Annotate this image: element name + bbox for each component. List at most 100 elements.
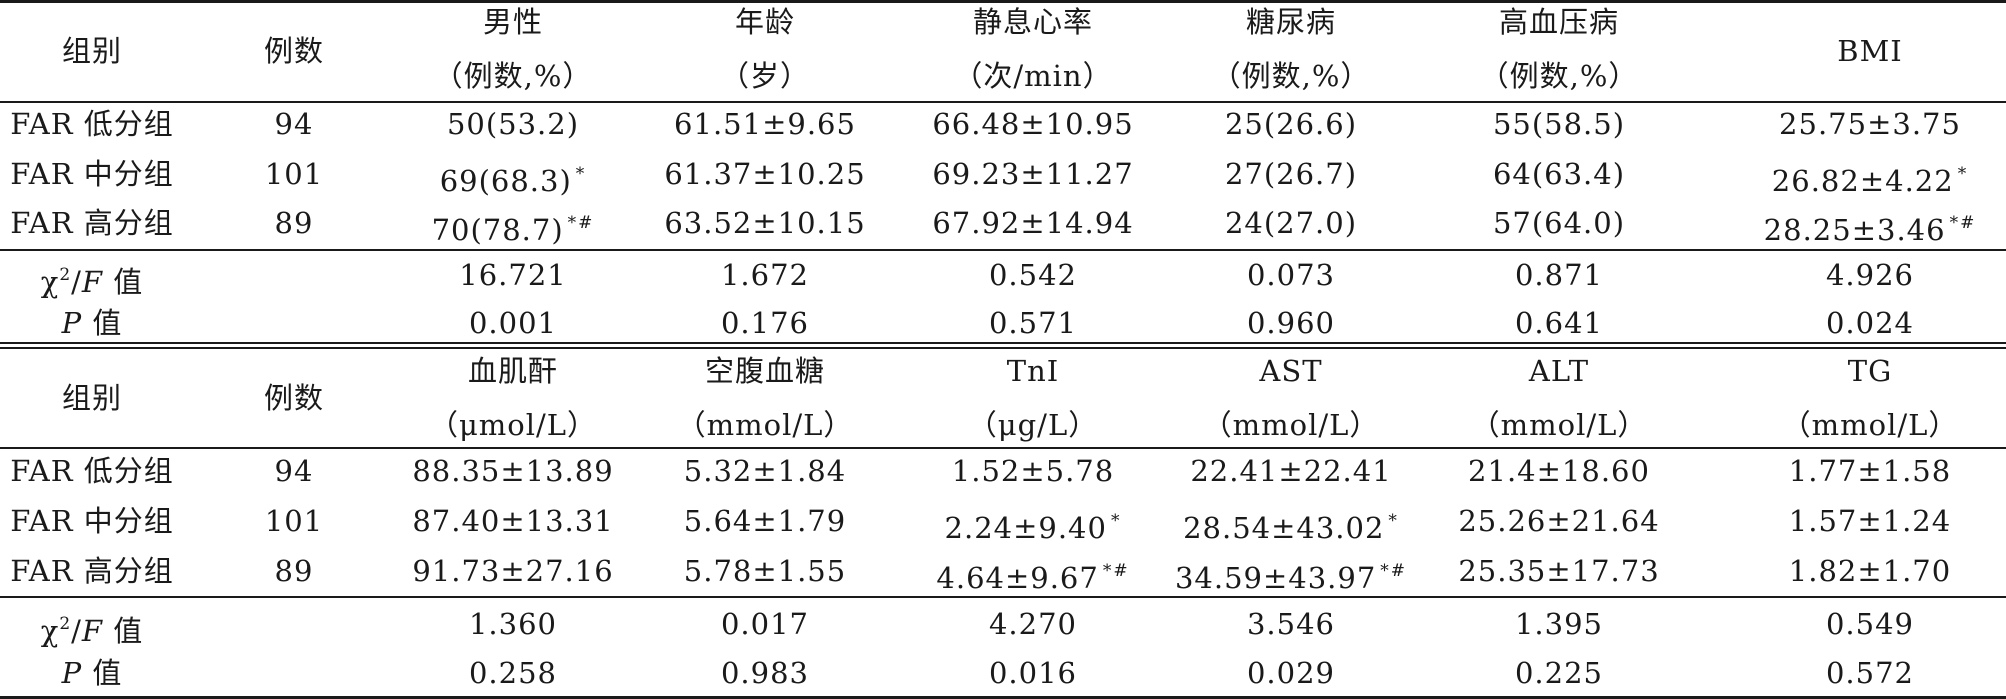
section2-header-2-line1-text: 血肌酐	[467, 354, 559, 388]
section1-row-1-col-3: 61.37±10.25	[664, 157, 865, 191]
section1-header-5-line2-text: （例数,%）	[1211, 59, 1371, 93]
section1-stat-1-col-4: 0.571	[989, 306, 1077, 340]
section1-stat-0-col-5: 0.073	[1247, 258, 1335, 292]
section1-row-1-col-5-text: 27(26.7)	[1224, 157, 1358, 191]
significance-mark: *	[1110, 511, 1122, 531]
section2-header-7-line2-text: （mmol/L）	[1781, 408, 1959, 442]
section2-row-0-col-6: 21.4±18.60	[1468, 454, 1650, 488]
section2-header-5-line2: （mmol/L）	[1203, 408, 1380, 442]
section1-row-2-col-6-text: 57(64.0)	[1492, 206, 1626, 240]
section2-stat-0-col-2-text: 1.360	[468, 607, 558, 641]
section2-stat-1-col-6: 0.225	[1515, 656, 1603, 690]
section2-row-2-col-7-text: 1.82±1.70	[1788, 554, 1952, 588]
section1-row-1-col-4: 69.23±11.27	[932, 157, 1133, 191]
section1-row-0-col-4-text: 66.48±10.95	[932, 107, 1134, 141]
section2-row-1-col-7-text: 1.57±1.24	[1788, 504, 1952, 538]
section1-stat-0-col-4-text: 0.542	[988, 258, 1078, 292]
section2-stat-0-col-4-text: 4.270	[988, 607, 1078, 641]
section1-header-4-line1-text: 静息心率	[972, 5, 1094, 39]
section2-stat-0-col-5-text: 3.546	[1246, 607, 1336, 641]
section1-row-1-col-5: 27(26.7)	[1225, 157, 1357, 191]
stat-label-tail: 值	[82, 656, 123, 690]
section1-stat-0-col-5-text: 0.073	[1246, 258, 1336, 292]
section1-row-1-col-3-text: 61.37±10.25	[664, 157, 866, 191]
section2-row-1-col-2: 87.40±13.31	[412, 504, 613, 538]
section1-row-1-col-0: FAR 中分组	[10, 157, 174, 191]
section1-header-2-line1: 男性	[483, 5, 543, 39]
section2-header-3-line2: （mmol/L）	[677, 408, 854, 442]
section1-stat-1-col-3-text: 0.176	[720, 306, 810, 340]
section2-stat-1-col-7: 0.572	[1826, 656, 1914, 690]
section2-row-2-col-3: 5.78±1.55	[684, 554, 846, 588]
section2-row-0-col-1-text: 94	[274, 454, 314, 488]
section1-row-2-col-7-text: 28.25±3.46	[1763, 213, 1946, 247]
section2-header-2-line2-text: （μmol/L）	[428, 408, 598, 442]
section2-header-0: 组别	[62, 381, 122, 415]
section2-stat-0-col-6: 1.395	[1515, 607, 1603, 641]
chi-power: 2	[59, 265, 72, 285]
section1-header-5-line1: 糖尿病	[1246, 5, 1336, 39]
section1-header-3-line1-text: 年龄	[734, 5, 796, 39]
section1-row-0-col-3-text: 61.51±9.65	[674, 107, 856, 141]
section2-row-2-col-5: 34.59±43.97 *#	[1175, 554, 1407, 595]
section2-row-1-col-4-text: 2.24±9.40	[944, 511, 1107, 545]
section1-row-1-col-4-text: 69.23±11.27	[932, 157, 1134, 191]
section2-data-rule	[0, 596, 2006, 598]
chi-symbol: χ	[40, 265, 60, 299]
section2-row-1-col-0: FAR 中分组	[10, 504, 174, 538]
section1-stat-1-col-6: 0.641	[1515, 306, 1603, 340]
section1-stat-0-col-6-text: 0.871	[1514, 258, 1604, 292]
section1-stat-1-col-4-text: 0.571	[988, 306, 1078, 340]
section1-row-2-col-0-text: FAR 高分组	[10, 206, 174, 240]
section1-header-6-line2: （例数,%）	[1480, 59, 1639, 93]
section1-stat-0-col-6: 0.871	[1515, 258, 1603, 292]
section1-row-1-col-2-text: 69(68.3)	[439, 164, 572, 198]
section2-stat-1-col-7-text: 0.572	[1825, 656, 1915, 690]
section1-data-rule	[0, 249, 2006, 251]
section2-stat-1-col-3: 0.983	[721, 656, 809, 690]
section2-header-5-line2-text: （mmol/L）	[1202, 408, 1380, 442]
section1-stat-0-col-3-text: 1.672	[720, 258, 810, 292]
section1-header-5-line2: （例数,%）	[1212, 59, 1371, 93]
section2-header-1: 例数	[264, 381, 324, 415]
section2-header-0-text: 组别	[61, 381, 123, 415]
section2-stat-1-col-6-text: 0.225	[1514, 656, 1604, 690]
section1-header-2-line1-text: 男性	[482, 5, 544, 39]
section2-header-6-line1-text: ALT	[1528, 354, 1590, 388]
section-divider-rule-b	[0, 347, 2006, 349]
section2-header-7-line2: （mmol/L）	[1782, 408, 1959, 442]
section1-row-2-col-2-text: 70(78.7)	[431, 213, 564, 247]
section2-row-0-col-4-text: 1.52±5.78	[951, 454, 1115, 488]
section1-row-2-col-4: 67.92±14.94	[932, 206, 1133, 240]
section2-row-1-col-3-text: 5.64±1.79	[683, 504, 847, 538]
section2-row-2-col-2-text: 91.73±27.16	[412, 554, 614, 588]
section1-header-1: 例数	[264, 34, 324, 68]
section1-row-1-col-6: 64(63.4)	[1493, 157, 1625, 191]
section2-row-2-col-3-text: 5.78±1.55	[683, 554, 847, 588]
section1-stat-0-col-4: 0.542	[989, 258, 1077, 292]
section-divider-rule-a	[0, 342, 2006, 344]
section1-stat-0-col-2: 16.721	[459, 258, 566, 292]
section1-row-0-col-6-text: 55(58.5)	[1492, 107, 1626, 141]
section2-stat-0-col-7-text: 0.549	[1825, 607, 1915, 641]
p-symbol: P	[61, 306, 83, 340]
section2-row-0-col-2-text: 88.35±13.89	[412, 454, 614, 488]
section2-row-2-col-6-text: 25.35±17.73	[1458, 554, 1660, 588]
section1-row-0-col-0: FAR 低分组	[10, 107, 174, 141]
section1-header-6-line2-text: （例数,%）	[1479, 59, 1639, 93]
slash: /	[71, 614, 82, 648]
section1-header-7: BMI	[1837, 34, 1902, 68]
section2-stat-1-col-5: 0.029	[1247, 656, 1335, 690]
section1-header-4-line2: （次/min）	[953, 59, 1112, 93]
section1-row-1-col-7-text: 26.82±4.22	[1771, 164, 1954, 198]
section2-header-4-line2-text: （μg/L）	[967, 408, 1099, 442]
section2-row-1-col-1-text: 101	[264, 504, 324, 538]
table-top-rule	[0, 0, 2006, 3]
section1-row-2-col-7: 28.25±3.46 *#	[1764, 206, 1977, 247]
section1-stat-0-col-3: 1.672	[721, 258, 809, 292]
section1-row-0-col-0-text: FAR 低分组	[10, 107, 174, 141]
slash: /	[71, 265, 82, 299]
section2-row-1-col-3: 5.64±1.79	[684, 504, 846, 538]
section1-header-2-line2-text: （例数,%）	[433, 59, 593, 93]
section1-header-2-line2: （例数,%）	[434, 59, 593, 93]
